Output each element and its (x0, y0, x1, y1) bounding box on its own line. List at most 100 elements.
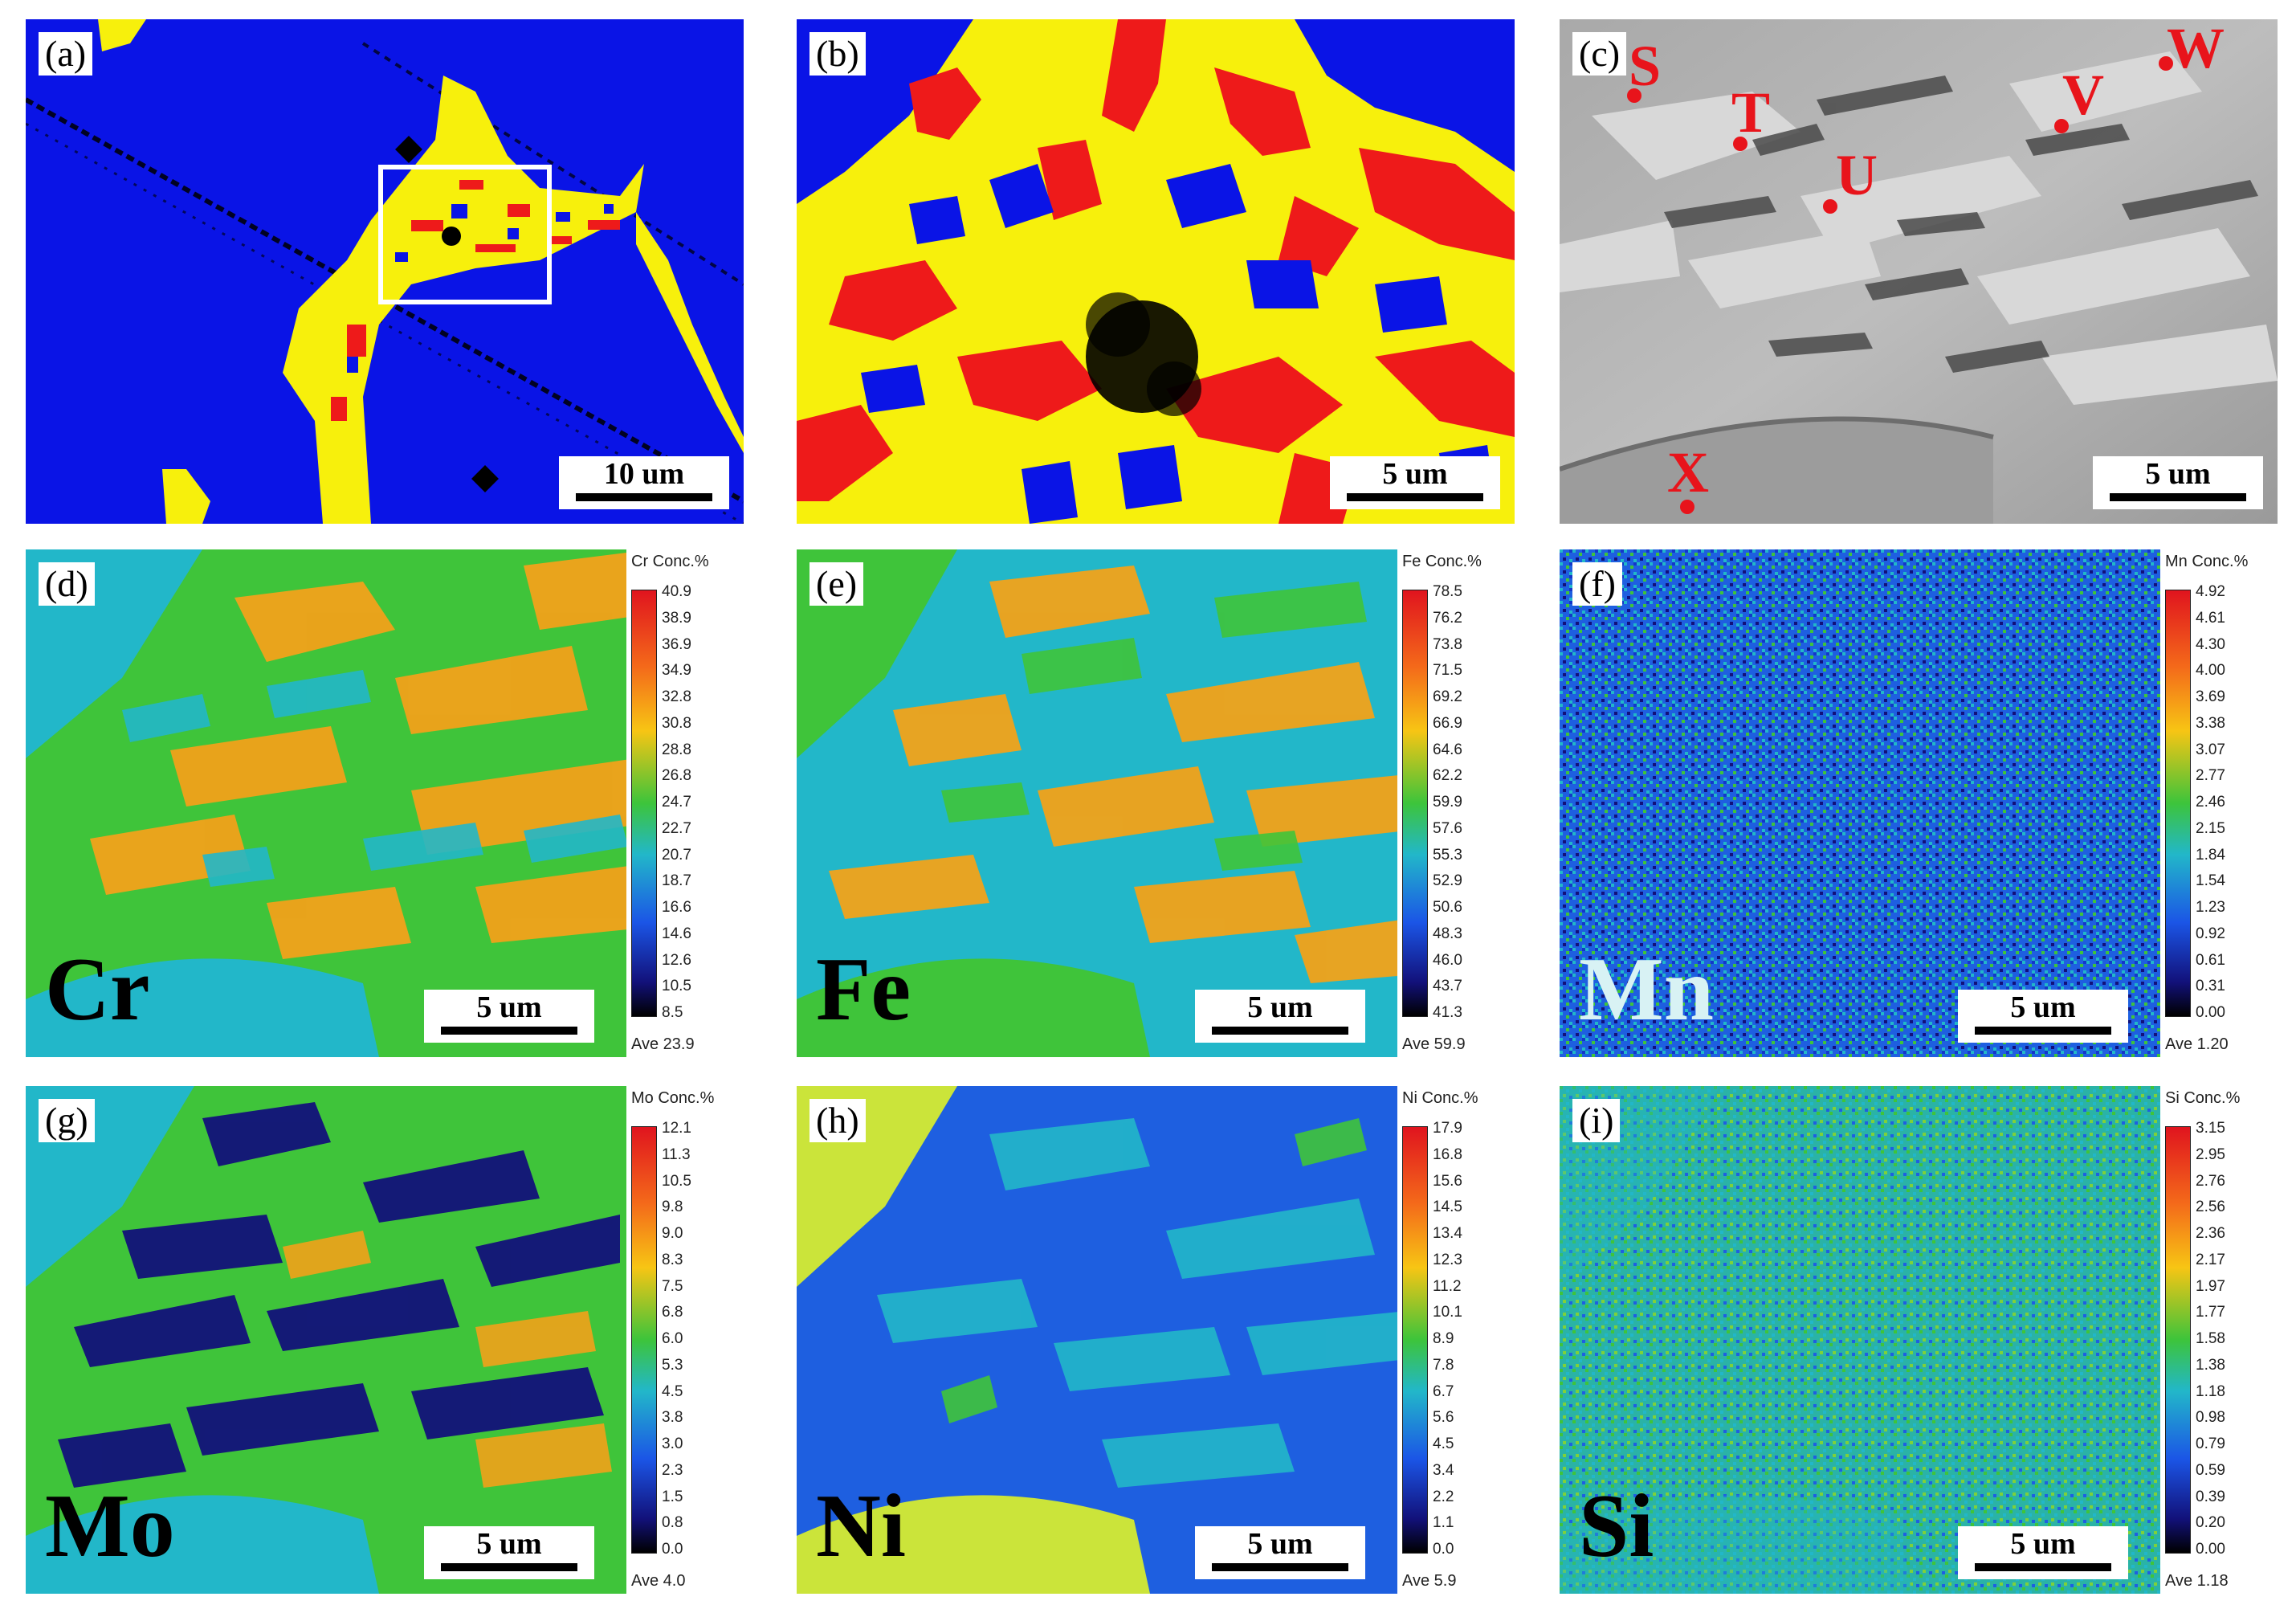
colorbar-fe-tick: 52.9 (1433, 872, 1462, 890)
colorbar-cr-tick: 12.6 (662, 951, 691, 969)
colorbar-mn: Mn Conc.% 4.92 4.61 4.30 4.00 3.69 3.38 … (2160, 549, 2265, 1057)
element-label-si: Si (1579, 1476, 1654, 1576)
colorbar-ni-tick: 10.1 (1433, 1304, 1462, 1321)
scale-bar-i-text: 5 um (2010, 1527, 2076, 1561)
colorbar-fe-tick: 66.9 (1433, 714, 1462, 732)
colorbar-ni-tick: 15.6 (1433, 1172, 1462, 1190)
colorbar-cr-tick: 36.9 (662, 635, 691, 653)
colorbar-mn-gradient (2165, 590, 2191, 1017)
colorbar-mn-title: Mn Conc.% (2165, 553, 2249, 570)
colorbar-ni-tick: 1.1 (1433, 1514, 1454, 1532)
colorbar-fe-tick: 43.7 (1433, 978, 1462, 995)
scale-bar-g-line (441, 1563, 577, 1571)
colorbar-cr-tick: 16.6 (662, 899, 691, 916)
colorbar-cr-tick: 38.9 (662, 609, 691, 627)
point-marker-u (1823, 199, 1837, 214)
colorbar-ni-tick: 12.3 (1433, 1251, 1462, 1268)
colorbar-cr: Cr Conc.% 40.9 38.9 36.9 34.9 32.8 30.8 … (626, 549, 731, 1057)
colorbar-fe: Fe Conc.% 78.5 76.2 73.8 71.5 69.2 66.9 … (1397, 549, 1502, 1057)
colorbar-si-tick: 0.39 (2196, 1488, 2225, 1505)
colorbar-mo-tick: 11.3 (662, 1145, 691, 1163)
colorbar-cr-tick: 30.8 (662, 714, 691, 732)
colorbar-mn-tick: 0.31 (2196, 978, 2225, 995)
colorbar-si-average: Ave 1.18 (2165, 1572, 2229, 1590)
scale-bar-f-line (1975, 1027, 2111, 1035)
colorbar-ni-tick: 5.6 (1433, 1409, 1454, 1427)
colorbar-mo-average: Ave 4.0 (631, 1572, 686, 1590)
colorbar-si-tick: 0.79 (2196, 1435, 2225, 1452)
panel-d-label: (d) (39, 562, 95, 606)
colorbar-mo-tick: 0.0 (662, 1541, 683, 1558)
colorbar-fe-tick: 64.6 (1433, 741, 1462, 758)
colorbar-ni-title: Ni Conc.% (1402, 1089, 1478, 1107)
scale-bar-h-text: 5 um (1247, 1527, 1313, 1561)
colorbar-cr-tick: 20.7 (662, 846, 691, 864)
scale-bar-f: 5 um (1958, 990, 2128, 1043)
colorbar-cr-tick: 18.7 (662, 872, 691, 890)
panel-e-label: (e) (810, 562, 864, 606)
scale-bar-a-line (576, 493, 712, 501)
colorbar-mo-tick: 9.0 (662, 1225, 683, 1242)
colorbar-mo-tick: 3.0 (662, 1435, 683, 1452)
colorbar-ni-tick: 3.4 (1433, 1461, 1454, 1479)
colorbar-ni: Ni Conc.% 17.9 16.8 15.6 14.5 13.4 12.3 … (1397, 1086, 1502, 1594)
colorbar-si-tick: 1.38 (2196, 1356, 2225, 1374)
colorbar-mo-tick: 6.8 (662, 1304, 683, 1321)
scale-bar-a-text: 10 um (603, 457, 685, 491)
colorbar-fe-title: Fe Conc.% (1402, 553, 1482, 570)
scale-bar-b-text: 5 um (1382, 457, 1448, 491)
element-label-mn: Mn (1579, 940, 1714, 1039)
panel-a-label: (a) (39, 32, 93, 76)
colorbar-cr-tick: 24.7 (662, 794, 691, 811)
panel-d-cr-map: (d) Cr 5 um Cr Conc.% 40.9 38.9 36.9 34.… (26, 549, 731, 1057)
scale-bar-b: 5 um (1330, 456, 1500, 509)
colorbar-ni-tick: 13.4 (1433, 1225, 1462, 1242)
colorbar-mn-tick: 2.15 (2196, 819, 2225, 837)
point-label-w: W (2167, 19, 2225, 80)
colorbar-fe-tick: 78.5 (1433, 583, 1462, 600)
colorbar-mo-tick: 2.3 (662, 1461, 683, 1479)
element-label-mo: Mo (45, 1476, 175, 1576)
colorbar-si-tick: 0.20 (2196, 1514, 2225, 1532)
colorbar-mn-tick: 0.92 (2196, 925, 2225, 942)
colorbar-fe-tick: 62.2 (1433, 767, 1462, 785)
colorbar-mn-tick: 4.61 (2196, 609, 2225, 627)
colorbar-mn-tick: 0.61 (2196, 951, 2225, 969)
scale-bar-b-line (1347, 493, 1483, 501)
colorbar-si-ticks: 3.15 2.95 2.76 2.56 2.36 2.17 1.97 1.77 … (2196, 1120, 2260, 1558)
colorbar-fe-average: Ave 59.9 (1402, 1035, 1466, 1053)
colorbar-mo-ticks: 12.1 11.3 10.5 9.8 9.0 8.3 7.5 6.8 6.0 5… (662, 1120, 726, 1558)
colorbar-mn-ticks: 4.92 4.61 4.30 4.00 3.69 3.38 3.07 2.77 … (2196, 583, 2260, 1022)
colorbar-fe-tick: 71.5 (1433, 662, 1462, 680)
colorbar-mn-tick: 3.07 (2196, 741, 2225, 758)
colorbar-si-tick: 2.17 (2196, 1251, 2225, 1268)
scale-bar-d-line (441, 1027, 577, 1035)
phase-map-b-image (797, 19, 1515, 524)
point-label-u: U (1836, 143, 1878, 207)
element-label-cr: Cr (45, 940, 150, 1039)
panel-b-phase-map: (b) 5 um (797, 19, 1515, 524)
point-label-v: V (2062, 63, 2104, 127)
point-label-s: S (1629, 34, 1662, 98)
colorbar-si-tick: 2.95 (2196, 1145, 2225, 1163)
ni-map-image (797, 1086, 1502, 1594)
colorbar-cr-tick: 10.5 (662, 978, 691, 995)
colorbar-mn-tick: 2.46 (2196, 794, 2225, 811)
point-marker-v (2054, 119, 2069, 133)
panel-f-label: (f) (1572, 562, 1622, 606)
colorbar-mo-tick: 0.8 (662, 1514, 683, 1532)
scale-bar-e: 5 um (1195, 990, 1365, 1043)
scale-bar-d: 5 um (424, 990, 594, 1043)
colorbar-mo-tick: 9.8 (662, 1199, 683, 1216)
phase-map-a-image (26, 19, 744, 524)
colorbar-ni-tick: 4.5 (1433, 1435, 1454, 1452)
element-label-fe: Fe (816, 940, 911, 1039)
panel-i-si-map: (i) Si 5 um Si Conc.% 3.15 2.95 2.76 2.5… (1560, 1086, 2265, 1594)
fe-map-image (797, 549, 1502, 1057)
scale-bar-c-text: 5 um (2145, 457, 2211, 491)
colorbar-ni-ticks: 17.9 16.8 15.6 14.5 13.4 12.3 11.2 10.1 … (1433, 1120, 1497, 1558)
colorbar-cr-tick: 26.8 (662, 767, 691, 785)
scale-bar-d-text: 5 um (476, 990, 542, 1024)
colorbar-cr-title: Cr Conc.% (631, 553, 709, 570)
point-label-x: X (1667, 440, 1709, 504)
